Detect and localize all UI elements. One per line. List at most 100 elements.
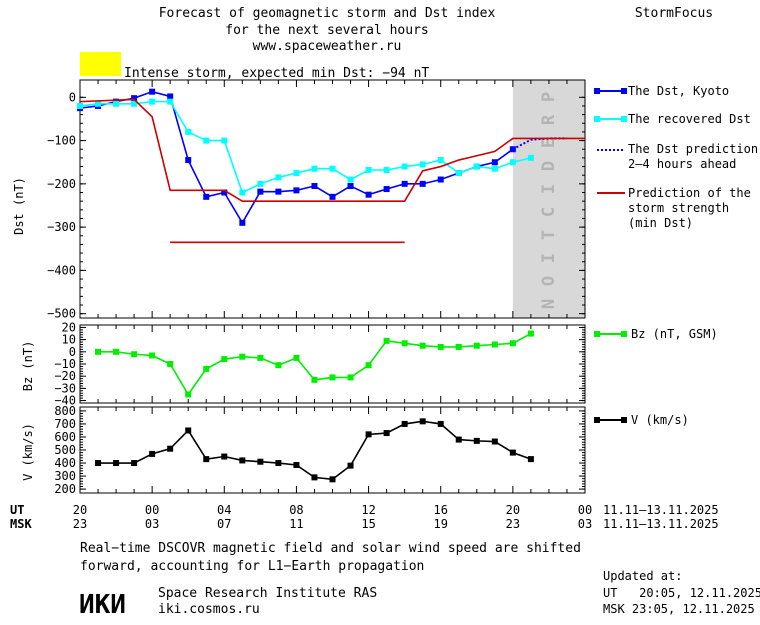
y-tick-label: −40 [54, 394, 76, 408]
data-point [257, 180, 264, 187]
legend-v: V (km/s) [594, 413, 689, 427]
data-point [203, 137, 210, 144]
y-tick-label: −500 [47, 307, 76, 321]
institute-name: Space Research Institute RAS [158, 586, 377, 601]
data-point [275, 460, 282, 467]
prediction-label-letter: E [539, 138, 559, 148]
data-point [221, 189, 228, 196]
data-point [473, 163, 480, 170]
brand-name: StormFocus [635, 6, 713, 21]
prediction-label-letter: D [539, 161, 559, 171]
dst-axis-label: Dst (nT) [12, 177, 26, 235]
data-point [149, 450, 156, 457]
updated-ut: UT 20:05, 12.11.2025 [603, 586, 760, 600]
site-url[interactable]: www.spaceweather.ru [253, 39, 402, 54]
alert-text: Intense storm, expected min Dst: −94 nT [124, 66, 429, 81]
data-point [77, 102, 83, 109]
ut-axis-label: UT [10, 503, 24, 517]
ut-tick-label: 04 [217, 503, 231, 517]
y-tick-label: 300 [54, 469, 76, 483]
msk-tick-label: 11 [289, 517, 303, 531]
legend-bz: Bz (nT, GSM) [594, 327, 718, 341]
prediction-label-letter: T [539, 230, 559, 240]
data-point [203, 365, 210, 372]
iki-logo: ИКИ [79, 590, 126, 620]
data-point [239, 219, 246, 226]
legend-label: Bz (nT, GSM) [631, 327, 718, 341]
prediction-label-letter: N [539, 299, 559, 309]
data-point [275, 174, 282, 181]
data-point [401, 420, 408, 427]
data-point [293, 354, 300, 361]
data-point [311, 183, 318, 190]
data-point [113, 348, 120, 355]
data-point [401, 340, 408, 347]
data-point [221, 137, 228, 144]
y-tick-label: −400 [47, 263, 76, 277]
msk-tick-label: 15 [361, 517, 375, 531]
data-point [455, 343, 462, 350]
msk-tick-label: 23 [73, 517, 87, 531]
data-point [275, 362, 282, 369]
data-point [257, 188, 264, 195]
msk-tick-label: 23 [506, 517, 520, 531]
data-point [239, 353, 246, 360]
data-point [149, 88, 156, 95]
prediction-label-letter: I [539, 184, 559, 194]
data-point [293, 461, 300, 468]
ut-tick-label: 16 [433, 503, 447, 517]
legend-dst-prediction: The Dst prediction 2–4 hours ahead [597, 142, 758, 171]
data-point [113, 460, 120, 467]
data-point [419, 342, 426, 349]
data-point [383, 430, 390, 437]
data-point [419, 418, 426, 425]
data-point [167, 361, 174, 367]
data-point [257, 458, 264, 465]
data-point [185, 157, 192, 164]
bz-axis-label: Bz (nT) [21, 341, 35, 392]
legend-dst-kyoto: The Dst, Kyoto [594, 84, 729, 98]
data-point [473, 342, 480, 349]
data-point [419, 180, 426, 187]
legend-label: The Dst, Kyoto [628, 84, 729, 98]
msk-tick-label: 03 [578, 517, 592, 531]
prediction-label-letter: I [539, 253, 559, 263]
y-tick-label: 10 [62, 333, 76, 347]
data-point [113, 100, 120, 107]
data-point [491, 159, 498, 166]
data-point [95, 348, 102, 355]
series-line [79, 98, 585, 202]
data-point [221, 453, 228, 460]
data-point [527, 154, 534, 161]
data-point [509, 340, 516, 347]
ut-tick-label: 20 [506, 503, 520, 517]
series-line [98, 332, 532, 396]
data-point [365, 431, 372, 438]
data-point [383, 167, 390, 174]
data-point [185, 391, 192, 398]
data-point [509, 449, 516, 456]
y-tick-label: 20 [62, 320, 76, 334]
data-point [131, 100, 138, 107]
data-point [509, 159, 516, 166]
panel-frame [79, 324, 586, 404]
data-point [347, 462, 354, 469]
data-point [383, 337, 390, 344]
data-point [455, 170, 462, 177]
data-point [455, 436, 462, 443]
data-point [131, 95, 138, 102]
y-tick-label: 800 [54, 404, 76, 418]
data-point [203, 456, 210, 463]
data-point [221, 356, 228, 363]
prediction-label-letter: R [539, 114, 559, 125]
data-point [329, 193, 336, 200]
institute-site[interactable]: iki.cosmos.ru [158, 602, 260, 617]
data-point [365, 362, 372, 369]
alert-color-swatch [80, 52, 121, 76]
prediction-label-letter: P [539, 92, 559, 102]
y-tick-label: −300 [47, 220, 76, 234]
data-point [239, 189, 246, 196]
y-tick-label: 700 [54, 417, 76, 431]
data-point [131, 460, 138, 467]
